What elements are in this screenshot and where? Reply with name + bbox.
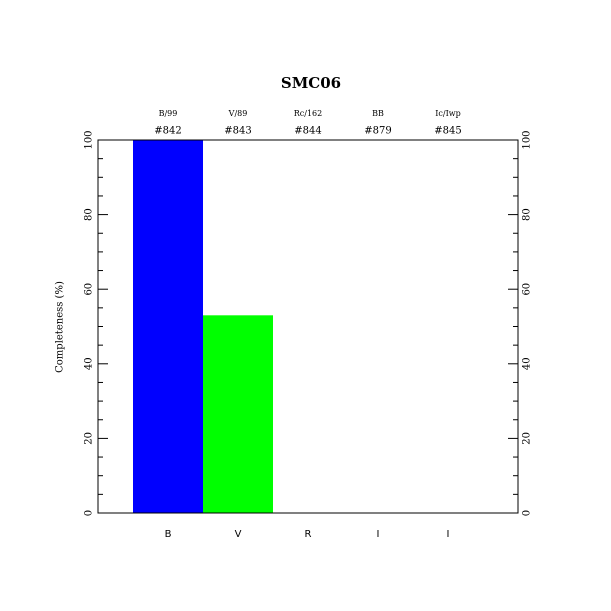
id-label: #845	[434, 126, 461, 137]
bar	[133, 140, 203, 513]
y-tick-label: 40	[84, 357, 95, 370]
filter-label: Rc/162	[294, 109, 322, 118]
id-label: #843	[224, 126, 251, 137]
y-tick-label-right: 0	[522, 510, 533, 516]
id-label: #842	[154, 126, 181, 137]
y-tick-label: 100	[84, 130, 95, 149]
x-tick-label: I	[447, 529, 450, 540]
y-tick-label-right: 20	[522, 432, 533, 445]
x-tick-label: V	[235, 529, 242, 540]
bar	[203, 315, 273, 513]
y-axis-label: Completeness (%)	[55, 281, 66, 373]
x-tick-label: I	[377, 529, 380, 540]
y-tick-label-right: 80	[522, 208, 533, 221]
chart-title: SMC06	[281, 74, 341, 92]
y-tick-label: 60	[84, 283, 95, 296]
y-tick-label-right: 100	[522, 130, 533, 149]
y-tick-label-right: 60	[522, 283, 533, 296]
id-label: #844	[294, 126, 321, 137]
y-tick-label: 20	[84, 432, 95, 445]
filter-label: BB	[372, 109, 384, 118]
y-tick-label-right: 40	[522, 357, 533, 370]
filter-label: Ic/Iwp	[435, 109, 460, 118]
id-label: #879	[364, 126, 391, 137]
y-tick-label: 80	[84, 208, 95, 221]
y-tick-label: 0	[84, 510, 95, 516]
filter-label: V/89	[228, 109, 248, 118]
filter-label: B/99	[159, 109, 178, 118]
x-tick-label: R	[305, 529, 312, 540]
x-tick-label: B	[165, 529, 172, 540]
